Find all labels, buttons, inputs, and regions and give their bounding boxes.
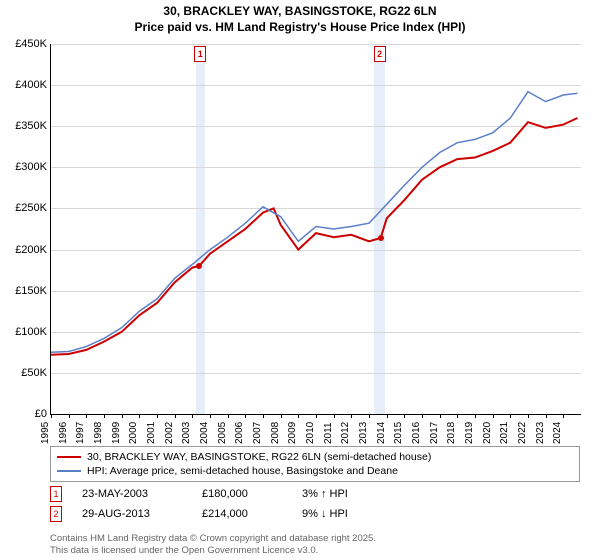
y-axis-label: £100K xyxy=(15,326,47,338)
x-axis-label: 2012 xyxy=(340,422,351,444)
x-axis-label: 2007 xyxy=(252,422,263,444)
y-axis-label: £50K xyxy=(21,367,47,379)
footer-attribution: Contains HM Land Registry data © Crown c… xyxy=(50,533,376,556)
legend: 30, BRACKLEY WAY, BASINGSTOKE, RG22 6LN … xyxy=(50,446,580,482)
x-axis-label: 2003 xyxy=(181,422,192,444)
x-axis-label: 2008 xyxy=(270,422,281,444)
y-axis-label: £150K xyxy=(15,285,47,297)
legend-item-red: 30, BRACKLEY WAY, BASINGSTOKE, RG22 6LN … xyxy=(57,450,573,464)
event-row: 123-MAY-2003£180,0003% ↑ HPI xyxy=(50,484,580,504)
event-marker-2: 2 xyxy=(374,46,386,62)
x-axis-label: 2005 xyxy=(217,422,228,444)
x-axis-label: 2013 xyxy=(358,422,369,444)
x-axis-label: 2018 xyxy=(446,422,457,444)
x-axis-label: 2016 xyxy=(411,422,422,444)
y-axis-label: £350K xyxy=(15,120,47,132)
x-axis-label: 2011 xyxy=(323,422,334,444)
x-axis-label: 2001 xyxy=(146,422,157,444)
y-axis-label: £300K xyxy=(15,161,47,173)
x-axis-label: 2014 xyxy=(376,422,387,444)
x-axis-label: 2020 xyxy=(482,422,493,444)
event-marker-1: 1 xyxy=(194,46,206,62)
chart-title: 30, BRACKLEY WAY, BASINGSTOKE, RG22 6LN … xyxy=(0,0,600,35)
y-axis-label: £200K xyxy=(15,244,47,256)
sale-point xyxy=(378,235,384,241)
x-axis-label: 2002 xyxy=(164,422,175,444)
y-axis-label: £400K xyxy=(15,79,47,91)
x-axis-label: 1999 xyxy=(111,422,122,444)
legend-item-blue: HPI: Average price, semi-detached house,… xyxy=(57,464,573,478)
x-axis-label: 2006 xyxy=(234,422,245,444)
x-axis-label: 2024 xyxy=(552,422,563,444)
x-axis-label: 2004 xyxy=(199,422,210,444)
x-axis-label: 2021 xyxy=(499,422,510,444)
x-axis-label: 2019 xyxy=(464,422,475,444)
y-axis-label: £450K xyxy=(15,38,47,50)
sale-point xyxy=(196,263,202,269)
x-axis-label: 2017 xyxy=(429,422,440,444)
x-axis-label: 1996 xyxy=(58,422,69,444)
x-axis-label: 2010 xyxy=(305,422,316,444)
x-axis-label: 1995 xyxy=(40,422,51,444)
series-blue xyxy=(51,92,578,353)
x-axis-label: 1997 xyxy=(75,422,86,444)
event-row: 229-AUG-2013£214,0009% ↓ HPI xyxy=(50,504,580,524)
x-axis-label: 2000 xyxy=(128,422,139,444)
x-axis-label: 2023 xyxy=(535,422,546,444)
y-axis-label: £250K xyxy=(15,202,47,214)
sale-events: 123-MAY-2003£180,0003% ↑ HPI229-AUG-2013… xyxy=(50,484,580,524)
y-axis-label: £0 xyxy=(35,408,47,420)
x-axis-label: 2015 xyxy=(393,422,404,444)
x-axis-label: 2022 xyxy=(517,422,528,444)
x-axis-label: 2009 xyxy=(287,422,298,444)
x-axis-label: 1998 xyxy=(93,422,104,444)
chart-plot-area: £0£50K£100K£150K£200K£250K£300K£350K£400… xyxy=(50,44,581,415)
